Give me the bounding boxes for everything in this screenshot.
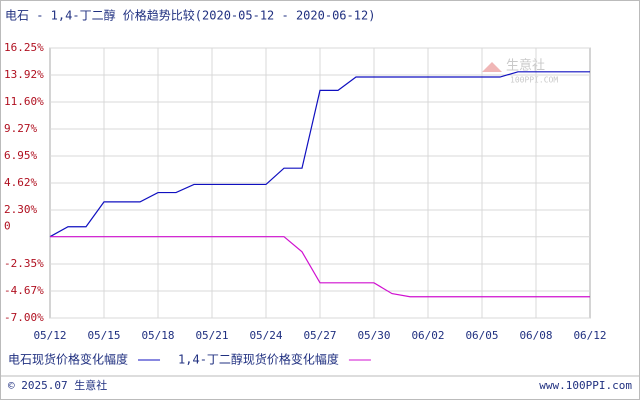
- y-tick-label: 0: [4, 220, 11, 233]
- watermark-site: 100PPI.COM: [510, 76, 558, 85]
- x-tick-label: 05/24: [249, 329, 282, 342]
- x-tick-label: 05/27: [303, 329, 336, 342]
- y-tick-label: 9.27%: [4, 122, 37, 135]
- footer-left: © 2025.07 生意社: [8, 378, 107, 392]
- legend-label: 电石现货价格变化幅度: [8, 352, 128, 367]
- x-tick-label: 05/21: [195, 329, 228, 342]
- x-tick-label: 06/02: [411, 329, 444, 342]
- y-tick-label: -4.67%: [4, 284, 44, 297]
- y-tick-label: -7.00%: [4, 311, 44, 324]
- watermark-logo: [482, 62, 502, 72]
- chart-title: 电石 - 1,4-丁二醇 价格趋势比较(2020-05-12 - 2020-06…: [5, 8, 375, 23]
- y-tick-label: 6.95%: [4, 149, 37, 162]
- series-line: [50, 236, 590, 298]
- x-tick-label: 05/15: [87, 329, 120, 342]
- watermark-name: 生意社: [506, 58, 545, 74]
- x-tick-label: 06/12: [573, 329, 606, 342]
- footer-right: www.100PPI.com: [539, 379, 632, 392]
- x-tick-label: 05/30: [357, 329, 390, 342]
- watermark: 生意社 100PPI.COM: [482, 58, 558, 85]
- legend-label: 1,4-丁二醇现货价格变化幅度: [178, 352, 339, 367]
- y-tick-label: -2.35%: [4, 257, 44, 270]
- y-tick-label: 16.25%: [4, 41, 44, 54]
- x-tick-label: 05/18: [141, 329, 174, 342]
- y-tick-label: 4.62%: [4, 176, 37, 189]
- x-tick-label: 05/12: [33, 329, 66, 342]
- y-tick-label: 13.92%: [4, 68, 44, 81]
- series-line: [49, 71, 590, 238]
- y-tick-label: 2.30%: [4, 203, 37, 216]
- x-tick-label: 06/05: [465, 329, 498, 342]
- x-tick-label: 06/08: [519, 329, 552, 342]
- y-tick-label: 11.60%: [4, 95, 44, 108]
